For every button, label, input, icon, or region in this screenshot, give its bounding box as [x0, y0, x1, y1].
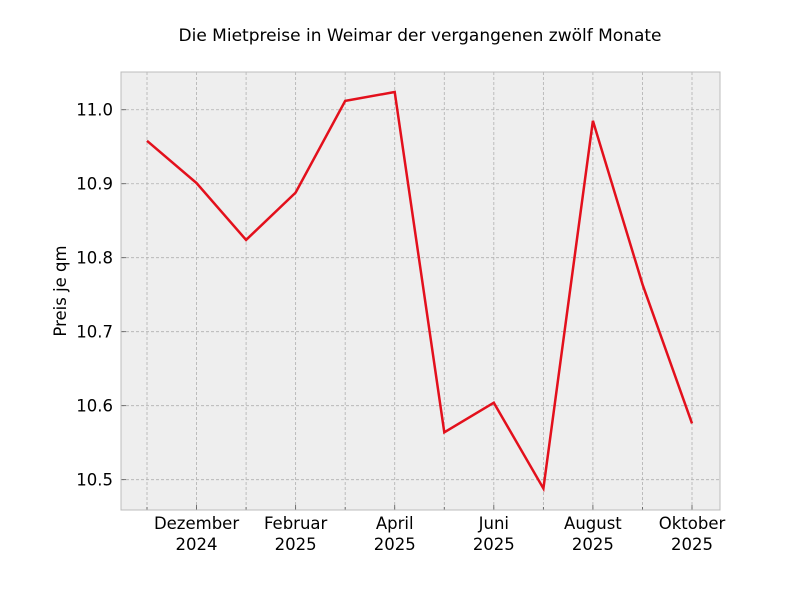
- x-tick-label: Dezember 2024: [154, 514, 239, 554]
- y-tick-label: 11.0: [76, 101, 113, 120]
- y-tick-label: 10.9: [76, 175, 113, 194]
- y-tick-label: 10.5: [76, 471, 113, 490]
- x-tick-label: August 2025: [564, 514, 622, 554]
- y-axis-label: Preis je qm: [51, 245, 70, 336]
- x-tick-label: Oktober 2025: [659, 514, 726, 554]
- y-tick-labels: 10.5 10.6 10.7 10.8 10.9 11.0: [76, 101, 113, 490]
- y-tick-label: 10.8: [76, 249, 113, 268]
- x-tick-label: Februar 2025: [264, 514, 328, 554]
- y-tick-label: 10.6: [76, 397, 113, 416]
- chart-title: Die Mietpreise in Weimar der vergangenen…: [178, 26, 662, 46]
- grid-lines: [121, 72, 720, 510]
- x-tick-label: Juni 2025: [473, 514, 515, 554]
- data-line: [146, 90, 694, 493]
- x-tick-label: April 2025: [374, 514, 416, 554]
- y-tick-label: 10.7: [76, 323, 113, 342]
- plot-area: [121, 72, 720, 510]
- plot-frame: [120, 71, 721, 511]
- x-tick-labels: Dezember 2024 Februar 2025 April 2025 Juni 2025…: [154, 514, 726, 554]
